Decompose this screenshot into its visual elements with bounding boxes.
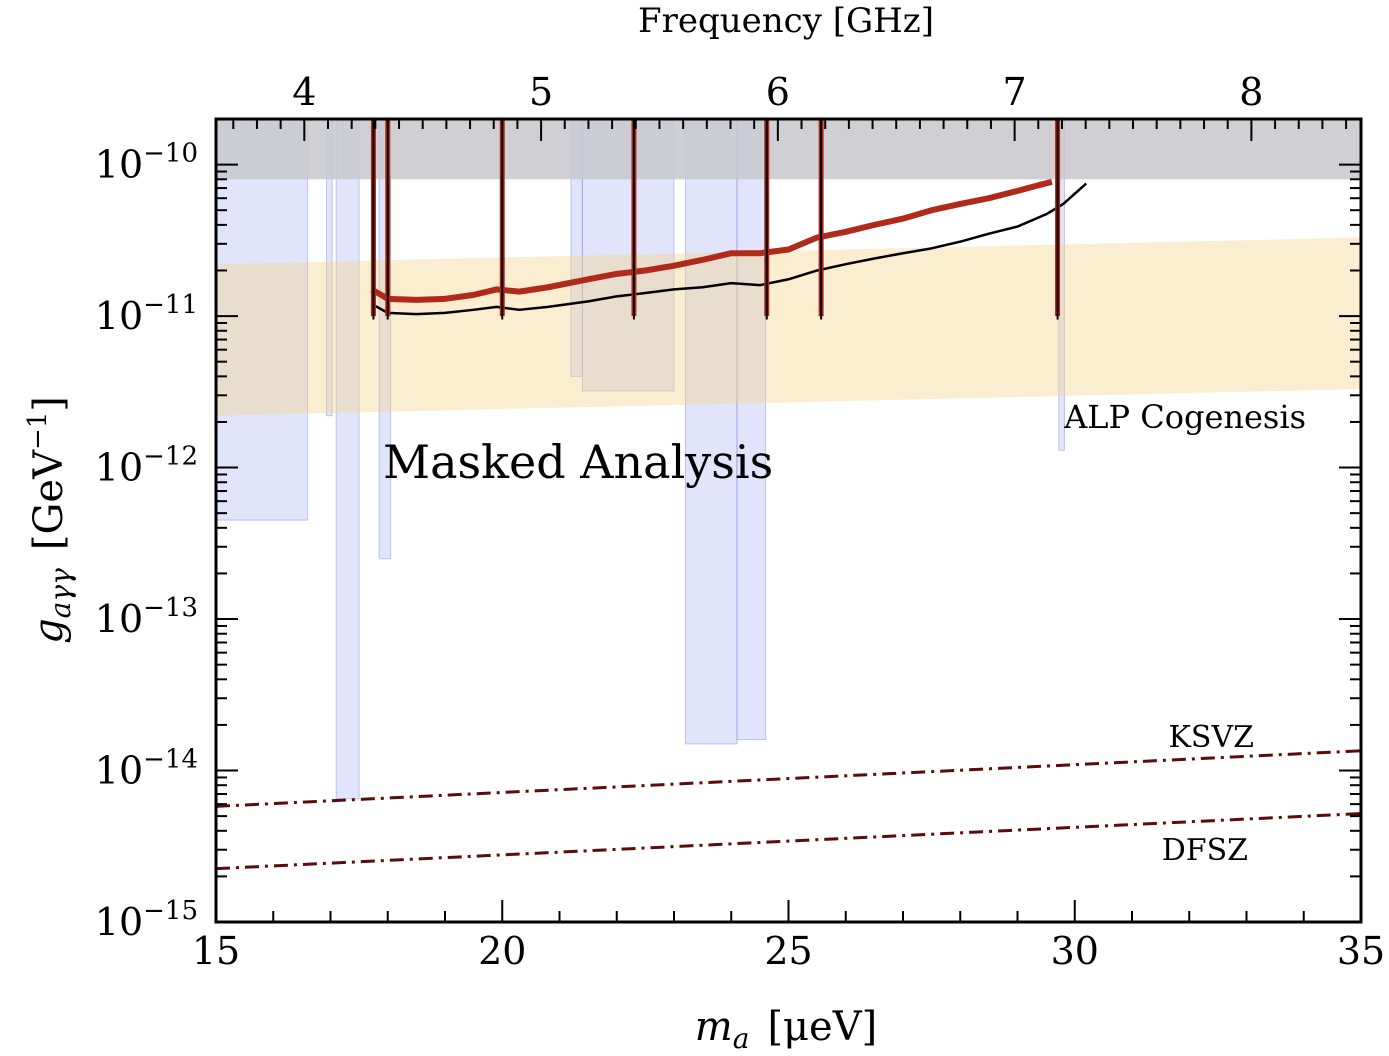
x-tick-label: 20 (478, 929, 526, 973)
other-exclusion-3 (378, 119, 392, 560)
y-axis-title: gaγγ[GeV−1] (23, 396, 77, 644)
axis-ticks (215, 118, 1362, 923)
x-tick-label: 25 (764, 929, 812, 973)
other-exclusion-1 (325, 119, 333, 417)
limit-series (370, 119, 1088, 320)
ksvz-label: KSVZ (1169, 720, 1254, 755)
other-exclusion-2 (335, 119, 360, 800)
dfsz-line (216, 812, 1361, 871)
top-tick-label: 5 (529, 70, 553, 114)
dfsz-label: DFSZ (1162, 833, 1248, 868)
black-limit (371, 182, 1088, 316)
ksvz-line (216, 749, 1361, 808)
x-tick-label: 15 (192, 929, 240, 973)
x-tick-label: 30 (1051, 929, 1099, 973)
plot-area (216, 119, 1361, 871)
x-axis-title: ma [μeV] (695, 1004, 877, 1055)
excluded-band-group (216, 119, 1361, 180)
x-tick-label: 35 (1337, 929, 1385, 973)
masked-analysis-label: Masked Analysis (383, 435, 773, 489)
y-tick-label: 10−15 (95, 896, 198, 944)
top-tick-label: 4 (292, 70, 316, 114)
y-tick-label: 10−11 (95, 290, 198, 338)
other-exclusion-6 (684, 119, 738, 745)
alp-cogenesis-label: ALP Cogenesis (1063, 398, 1306, 436)
top-tick-label: 6 (766, 70, 790, 114)
top-tick-label: 8 (1239, 70, 1263, 114)
top-tick-label: 7 (1003, 70, 1027, 114)
excluded-band (216, 119, 1361, 180)
y-tick-label: 10−10 (95, 139, 198, 187)
other-exclusion-7 (736, 119, 767, 741)
y-tick-label: 10−13 (95, 593, 198, 641)
tick-labels: 15 20 25 30 35 4 5 6 7 8 10−15 10−14 10−13 10−12 10−11… (95, 70, 1385, 973)
top-axis-title: Frequency [GHz] (638, 1, 934, 41)
masked-analysis-limit (370, 178, 1053, 303)
y-tick-label: 10−12 (95, 442, 198, 490)
other-exclusion-0 (216, 119, 309, 521)
reference-lines (216, 749, 1361, 871)
y-tick-label: 10−14 (95, 745, 198, 793)
